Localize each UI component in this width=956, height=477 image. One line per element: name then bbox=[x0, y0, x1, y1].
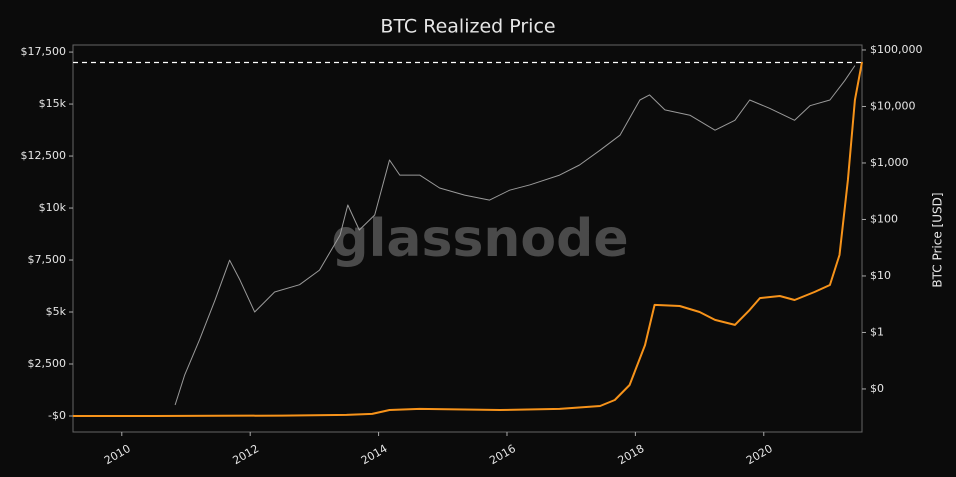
plot-frame bbox=[72, 44, 863, 433]
x-tick-label: 2016 bbox=[487, 442, 518, 467]
y-tick-label: $7,500 bbox=[28, 253, 67, 266]
x-tick-label: 2010 bbox=[102, 442, 133, 467]
y2-tick-label: $0 bbox=[870, 382, 884, 395]
x-tick-label: 2020 bbox=[744, 442, 775, 467]
y-tick-label: $5k bbox=[46, 305, 67, 318]
y2-tick-label: $1 bbox=[870, 325, 884, 338]
x-tick-label: 2014 bbox=[359, 442, 390, 467]
series-line bbox=[174, 65, 856, 406]
series-line bbox=[73, 61, 863, 417]
y-tick-label: $10k bbox=[39, 201, 67, 214]
y2-tick-label: $10 bbox=[870, 269, 891, 282]
y-tick-label: -$0 bbox=[48, 409, 66, 422]
y2-tick-label: $100 bbox=[870, 212, 898, 225]
y2-axis-label: BTC Price [USD] bbox=[931, 192, 945, 287]
y-tick-label: $17,500 bbox=[21, 45, 67, 58]
y2-tick-label: $100,000 bbox=[870, 43, 923, 56]
y2-tick-label: $1,000 bbox=[870, 156, 909, 169]
y2-tick-label: $10,000 bbox=[870, 99, 916, 112]
chart-title: BTC Realized Price bbox=[380, 16, 555, 38]
y-tick-label: $12,500 bbox=[21, 149, 67, 162]
y-tick-label: $2,500 bbox=[28, 357, 67, 370]
x-tick-label: 2012 bbox=[230, 442, 261, 467]
y-tick-label: $15k bbox=[39, 97, 67, 110]
x-tick-label: 2018 bbox=[616, 442, 647, 467]
watermark: glassnode bbox=[331, 209, 628, 269]
